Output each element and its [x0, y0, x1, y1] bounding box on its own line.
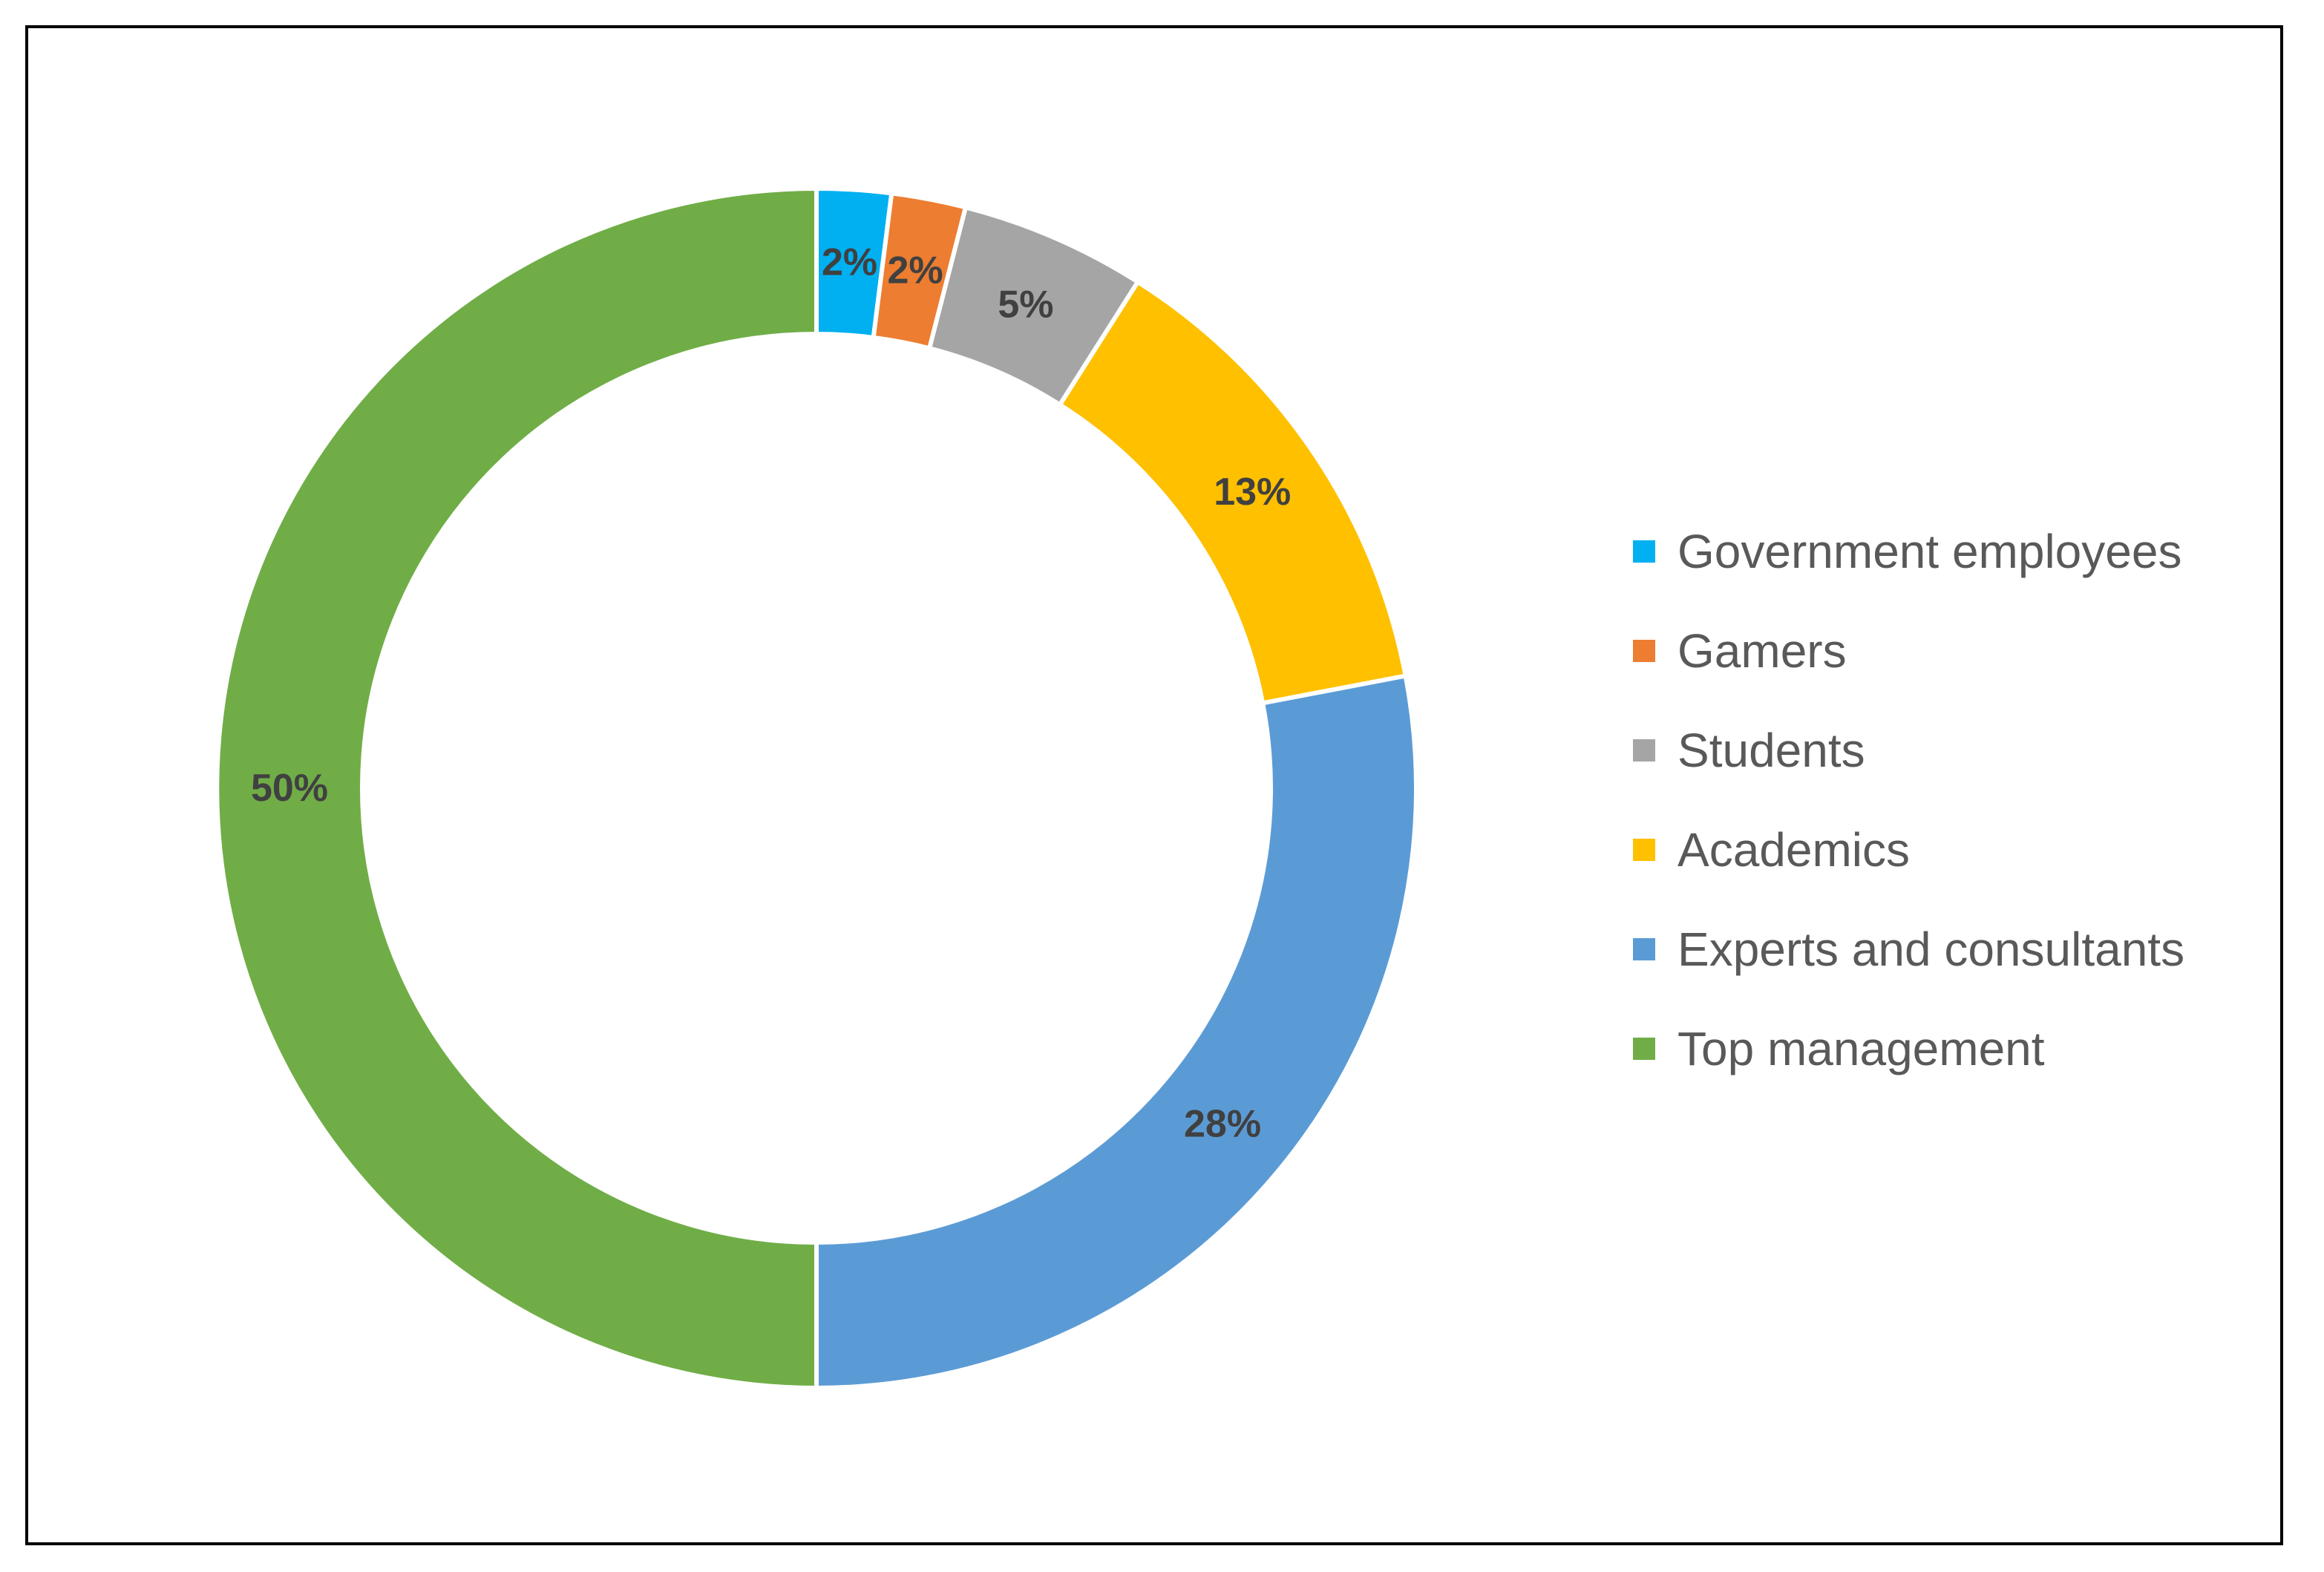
- legend-item: Top management: [1633, 999, 2184, 1098]
- chart-frame: [25, 25, 2283, 1545]
- legend: Government employees Gamers Students Academ…: [1633, 502, 2184, 1098]
- legend-label: Gamers: [1677, 624, 1847, 678]
- legend-item: Gamers: [1633, 601, 2184, 701]
- legend-item: Government employees: [1633, 502, 2184, 601]
- legend-label: Experts and consultants: [1677, 923, 2185, 976]
- slice-experts-and-consultants: [814, 673, 1418, 1391]
- legend-swatch: [1633, 739, 1655, 762]
- data-label-government-employees: 2%: [822, 240, 877, 284]
- legend-label: Top management: [1677, 1022, 2045, 1075]
- legend-item: Academics: [1633, 800, 2184, 900]
- legend-swatch: [1633, 938, 1655, 960]
- legend-swatch: [1633, 1038, 1655, 1060]
- data-label-experts-and-consultants: 28%: [1184, 1103, 1261, 1146]
- slice-top-management: [215, 186, 819, 1391]
- legend-swatch: [1633, 839, 1655, 861]
- data-label-gamers: 2%: [887, 249, 943, 292]
- data-label-academics: 13%: [1214, 471, 1291, 514]
- legend-item: Experts and consultants: [1633, 900, 2184, 999]
- legend-item: Students: [1633, 701, 2184, 800]
- data-labels: 2% 2% 5% 13% 28% 50%: [251, 240, 1291, 1145]
- donut-slices: [215, 186, 1418, 1391]
- legend-swatch: [1633, 540, 1655, 563]
- legend-label: Academics: [1677, 823, 1910, 877]
- data-label-top-management: 50%: [251, 767, 328, 810]
- legend-label: Government employees: [1677, 525, 2182, 578]
- legend-swatch: [1633, 640, 1655, 662]
- data-label-students: 5%: [998, 283, 1053, 326]
- legend-label: Students: [1677, 724, 1865, 777]
